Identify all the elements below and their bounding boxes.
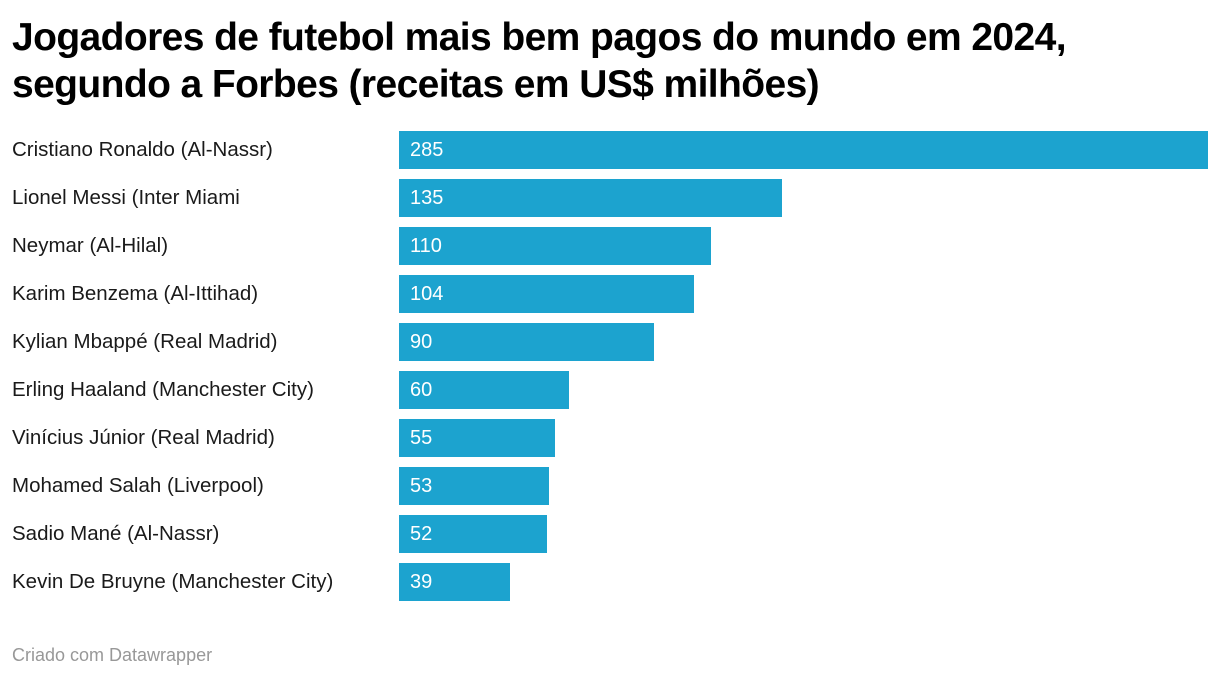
value-bar: 135 [399, 179, 783, 217]
chart-row: Kevin De Bruyne (Manchester City) 39 [12, 563, 1208, 601]
chart-row: Karim Benzema (Al-Ittihad) 104 [12, 275, 1208, 313]
bar-value-label: 39 [410, 570, 433, 593]
bar-track: 90 [399, 323, 1208, 361]
bar-track: 39 [399, 563, 1208, 601]
bar-value-label: 110 [410, 234, 442, 257]
chart-row: Lionel Messi (Inter Miami 135 [12, 179, 1208, 217]
bar-value-label: 285 [410, 138, 444, 161]
value-bar: 110 [399, 227, 712, 265]
player-label: Sadio Mané (Al-Nassr) [12, 522, 220, 545]
bar-value-label: 104 [410, 282, 444, 305]
player-label: Karim Benzema (Al-Ittihad) [12, 282, 259, 305]
bar-track: 110 [399, 227, 1208, 265]
value-bar: 285 [399, 131, 1208, 169]
value-bar: 39 [399, 563, 510, 601]
player-label: Cristiano Ronaldo (Al-Nassr) [12, 138, 273, 161]
player-label: Kevin De Bruyne (Manchester City) [12, 570, 334, 593]
player-label: Neymar (Al-Hilal) [12, 234, 169, 257]
bar-value-label: 52 [410, 522, 433, 545]
chart-row: Erling Haaland (Manchester City) 60 [12, 371, 1208, 409]
chart-row: Neymar (Al-Hilal) 110 [12, 227, 1208, 265]
bar-value-label: 55 [410, 426, 433, 449]
bar-track: 52 [399, 515, 1208, 553]
attribution-text: Criado com Datawrapper [12, 645, 213, 665]
player-label: Vinícius Júnior (Real Madrid) [12, 426, 275, 449]
value-bar: 104 [399, 275, 695, 313]
bar-track: 60 [399, 371, 1208, 409]
chart-row: Cristiano Ronaldo (Al-Nassr) 285 [12, 131, 1208, 169]
value-bar: 55 [399, 419, 556, 457]
bar-value-label: 135 [410, 186, 444, 209]
chart-row: Mohamed Salah (Liverpool) 53 [12, 467, 1208, 505]
chart-title: Jogadores de futebol mais bem pagos do m… [12, 14, 1208, 108]
bar-track: 104 [399, 275, 1208, 313]
value-bar: 60 [399, 371, 570, 409]
chart-row: Kylian Mbappé (Real Madrid) 90 [12, 323, 1208, 361]
chart-title-line-1: Jogadores de futebol mais bem pagos do m… [12, 16, 1067, 59]
bar-track: 53 [399, 467, 1208, 505]
value-bar: 53 [399, 467, 550, 505]
player-label: Erling Haaland (Manchester City) [12, 378, 314, 401]
player-label: Kylian Mbappé (Real Madrid) [12, 330, 278, 353]
bar-value-label: 90 [410, 330, 433, 353]
bar-value-label: 60 [410, 378, 433, 401]
bar-track: 55 [399, 419, 1208, 457]
bar-value-label: 53 [410, 474, 433, 497]
bar-track: 135 [399, 179, 1208, 217]
chart-title-line-2: segundo a Forbes (receitas em US$ milhõe… [12, 63, 820, 106]
value-bar: 90 [399, 323, 655, 361]
chart-row: Sadio Mané (Al-Nassr) 52 [12, 515, 1208, 553]
player-label: Mohamed Salah (Liverpool) [12, 474, 264, 497]
player-label: Lionel Messi (Inter Miami [12, 186, 240, 209]
bar-chart: Cristiano Ronaldo (Al-Nassr) 285 Lionel … [12, 131, 1208, 601]
value-bar: 52 [399, 515, 547, 553]
chart-row: Vinícius Júnior (Real Madrid) 55 [12, 419, 1208, 457]
bar-track: 285 [399, 131, 1208, 169]
